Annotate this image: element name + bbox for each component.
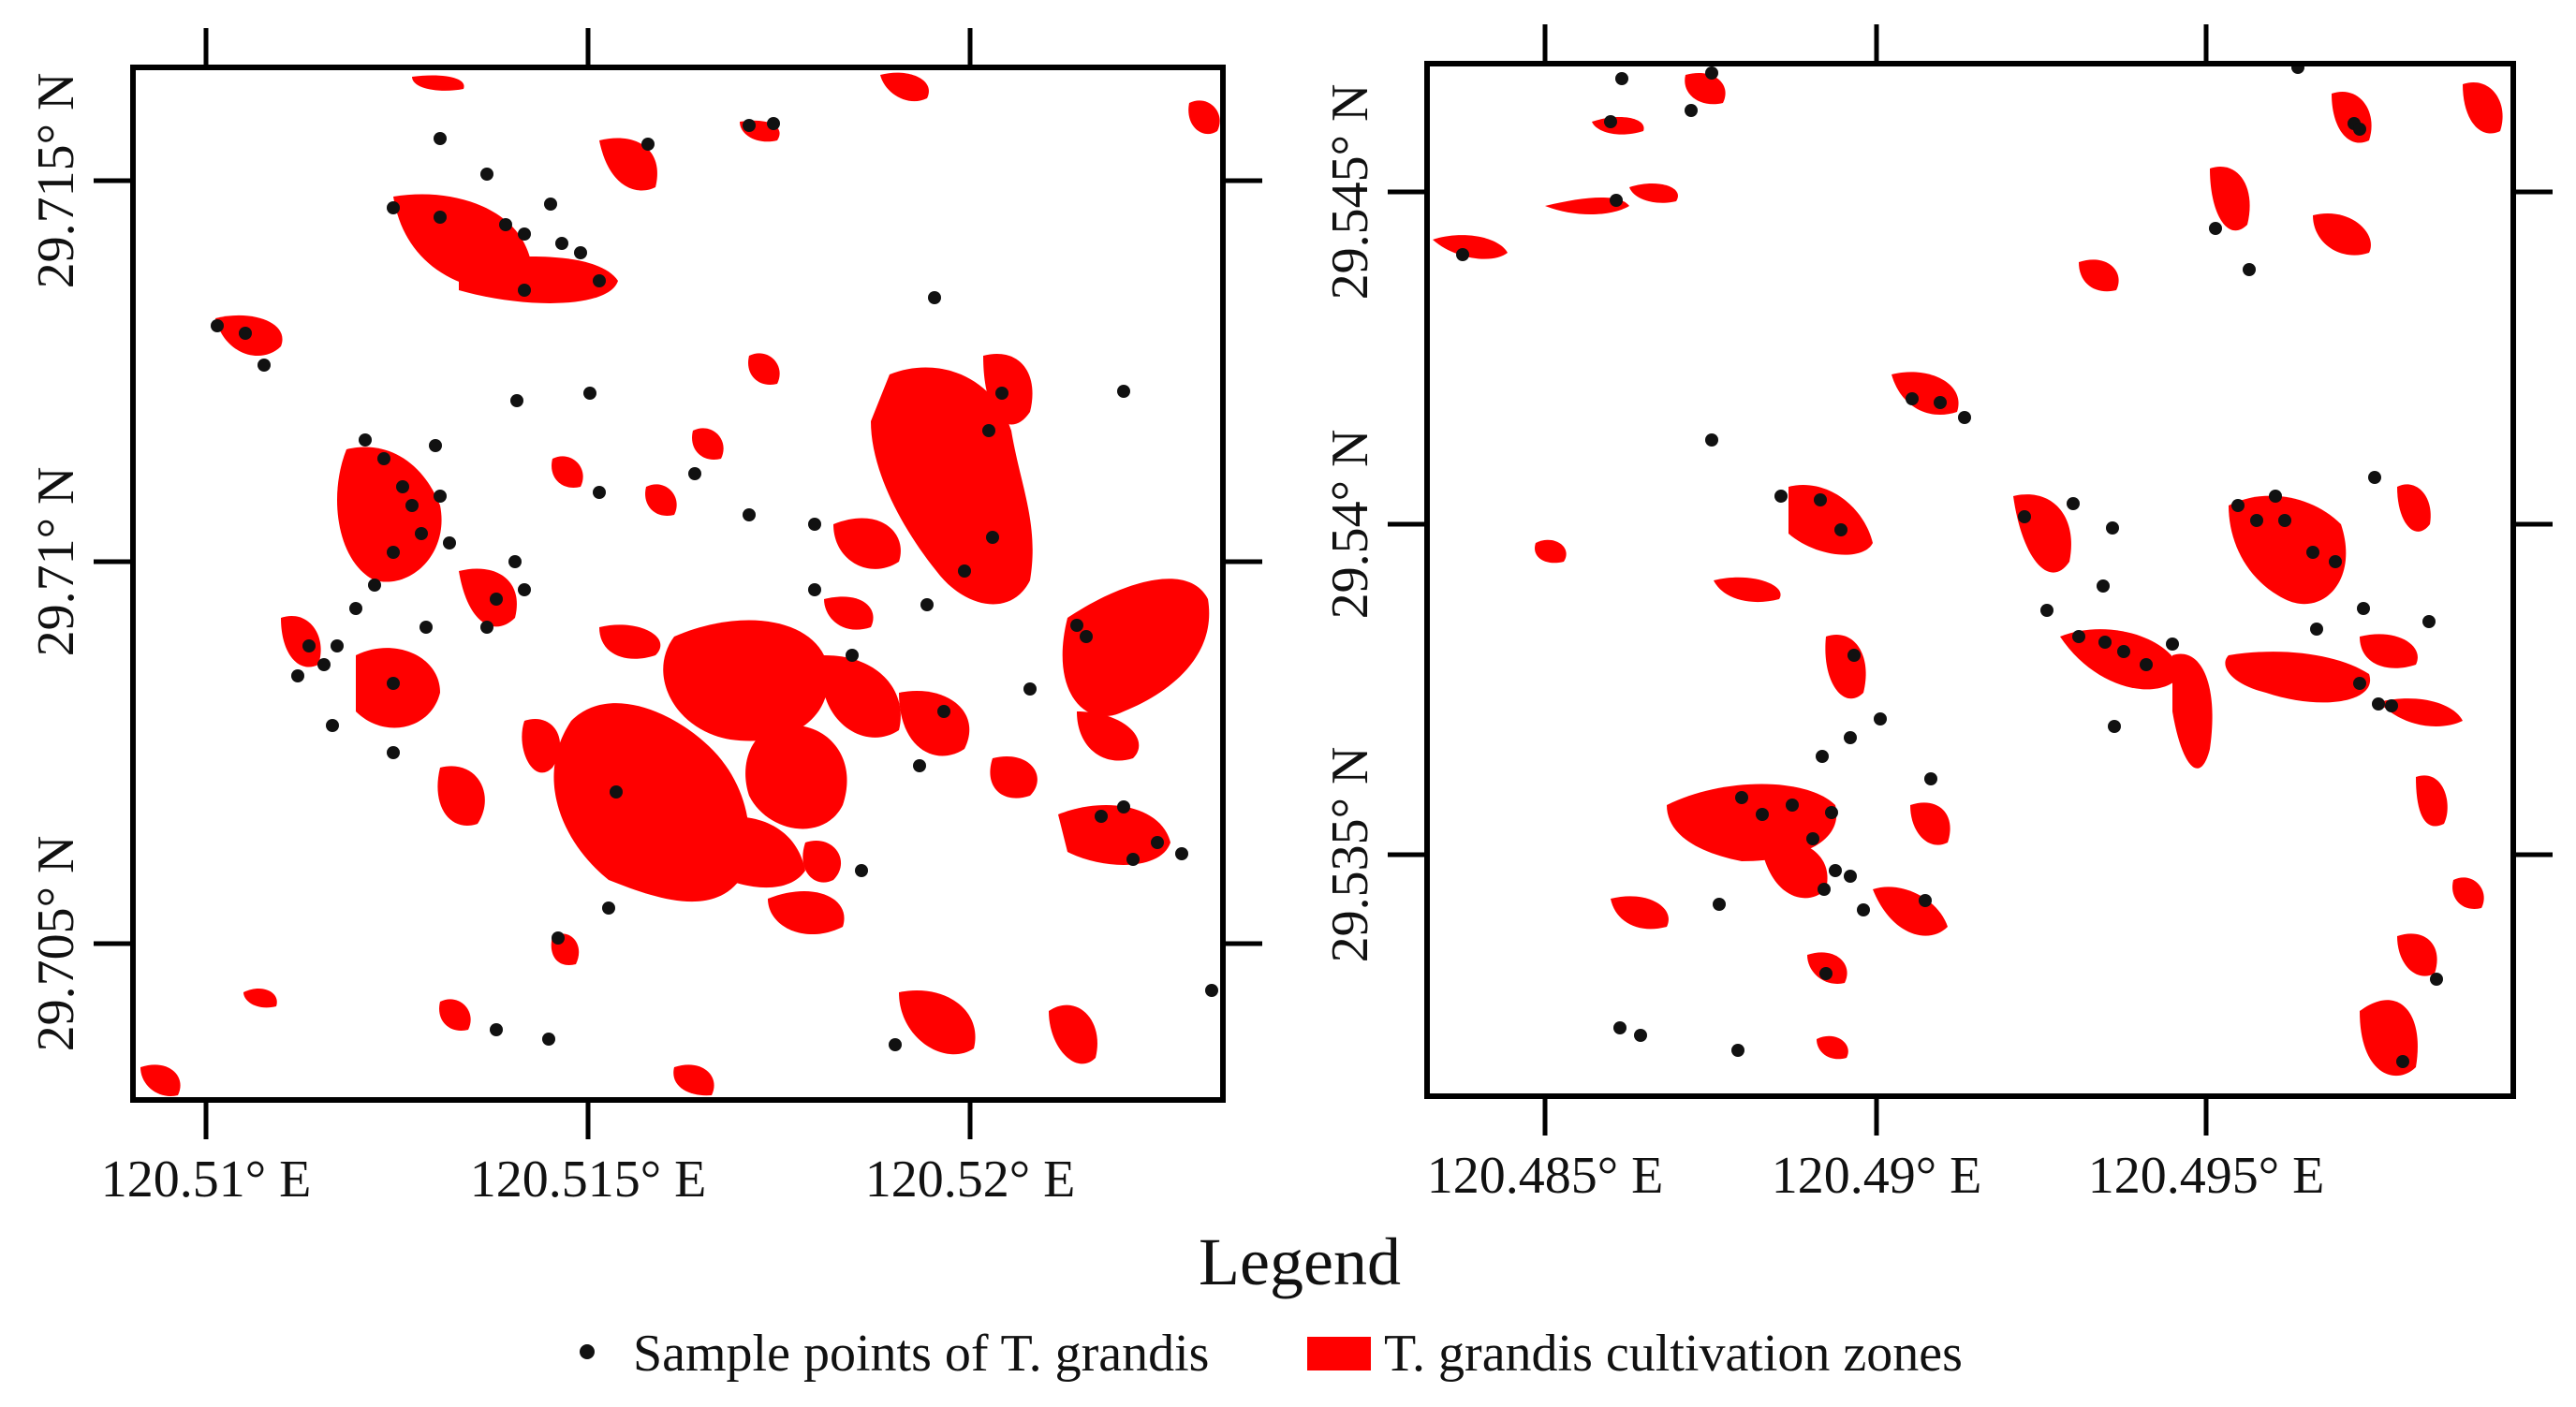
left-map-frame (130, 65, 1226, 1103)
left-y-tick-label: 29.705° N (27, 836, 85, 1052)
legend-title: Legend (1199, 1224, 1401, 1299)
left-x-tick-label: 120.52° E (865, 1151, 1076, 1209)
legend-zone-swatch (1307, 1337, 1371, 1370)
left-map-ticks (94, 28, 1262, 1139)
left-map-panel: 120.51° E 120.515° E 120.52° E 29.715° N… (27, 28, 1262, 1209)
right-y-tick-label: 29.535° N (1321, 747, 1379, 963)
right-map-panel: 120.485° E 120.49° E 120.495° E 29.545° … (1321, 24, 2553, 1205)
right-map-ticks (1388, 24, 2553, 1136)
right-x-tick-label: 120.485° E (1427, 1147, 1664, 1205)
right-map-frame (1424, 61, 2516, 1099)
legend-label-zones: T. grandis cultivation zones (1384, 1325, 1963, 1383)
legend-label-points: Sample points of T. grandis (633, 1325, 1209, 1383)
right-x-tick-label: 120.495° E (2088, 1147, 2325, 1205)
left-y-tick-label: 29.71° N (27, 467, 85, 657)
legend-point-icon (580, 1344, 595, 1359)
right-y-tick-label: 29.54° N (1321, 430, 1379, 620)
left-map-points (211, 117, 1218, 1051)
right-x-tick-label: 120.49° E (1772, 1147, 1982, 1205)
left-y-tick-label: 29.715° N (27, 73, 85, 289)
right-map-zones (1433, 73, 2503, 1077)
left-map-zones (140, 72, 1220, 1096)
legend: Legend Sample points of T. grandis T. gr… (580, 1224, 1963, 1383)
right-y-tick-label: 29.545° N (1321, 84, 1379, 300)
left-x-tick-label: 120.515° E (470, 1151, 707, 1209)
left-x-tick-label: 120.51° E (101, 1151, 312, 1209)
